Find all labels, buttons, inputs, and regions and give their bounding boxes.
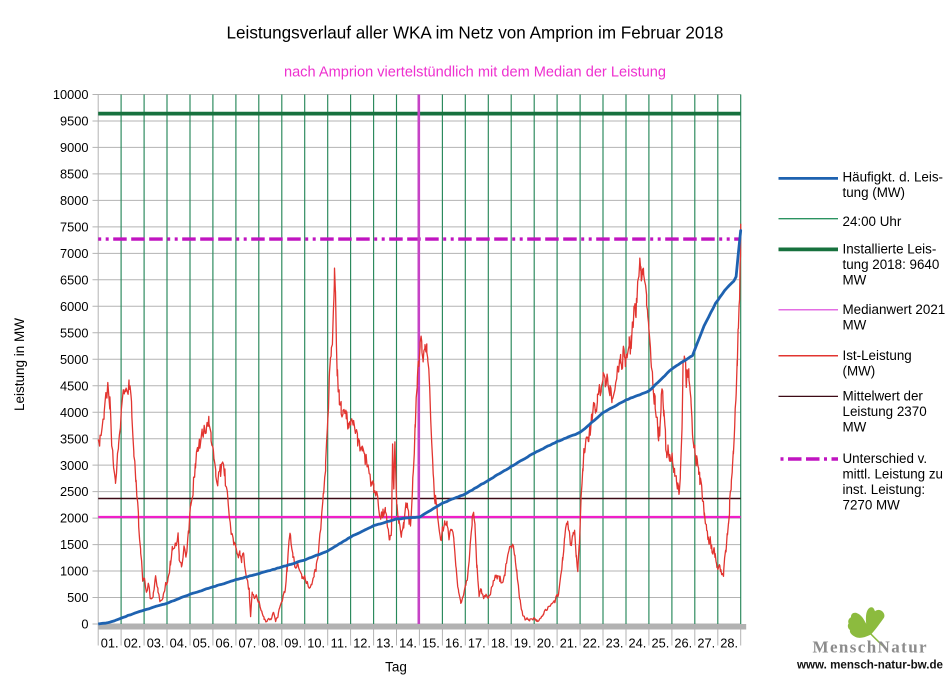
svg-text:9500: 9500 bbox=[60, 114, 88, 129]
svg-text:10000: 10000 bbox=[53, 87, 89, 102]
svg-text:7000: 7000 bbox=[60, 246, 88, 261]
svg-text:4000: 4000 bbox=[60, 405, 88, 420]
svg-text:03.: 03. bbox=[147, 636, 165, 651]
svg-text:15.: 15. bbox=[422, 636, 440, 651]
svg-text:18.: 18. bbox=[491, 636, 509, 651]
svg-text:06.: 06. bbox=[216, 636, 234, 651]
svg-text:16.: 16. bbox=[445, 636, 463, 651]
svg-text:7270 MW: 7270 MW bbox=[843, 497, 901, 512]
svg-text:4500: 4500 bbox=[60, 378, 88, 393]
svg-text:Tag: Tag bbox=[385, 660, 407, 675]
svg-text:08.: 08. bbox=[261, 636, 279, 651]
svg-text:5500: 5500 bbox=[60, 325, 88, 340]
svg-text:3500: 3500 bbox=[60, 431, 88, 446]
svg-text:10.: 10. bbox=[307, 636, 325, 651]
svg-text:27.: 27. bbox=[697, 636, 715, 651]
svg-text:8500: 8500 bbox=[60, 167, 88, 182]
svg-text:7500: 7500 bbox=[60, 220, 88, 235]
svg-text:12.: 12. bbox=[353, 636, 371, 651]
svg-text:28.: 28. bbox=[720, 636, 738, 651]
svg-text:mittl. Leistung zu: mittl. Leistung zu bbox=[843, 466, 943, 481]
svg-text:Leistung 2370: Leistung 2370 bbox=[843, 404, 927, 419]
svg-text:22.: 22. bbox=[583, 636, 601, 651]
svg-text:25.: 25. bbox=[652, 636, 670, 651]
svg-text:MenschNatur: MenschNatur bbox=[813, 638, 929, 657]
svg-text:0: 0 bbox=[81, 617, 88, 632]
svg-text:6000: 6000 bbox=[60, 299, 88, 314]
svg-text:04.: 04. bbox=[170, 636, 188, 651]
svg-text:500: 500 bbox=[67, 590, 88, 605]
svg-text:1000: 1000 bbox=[60, 564, 88, 579]
svg-text:Installierte Leis-: Installierte Leis- bbox=[843, 242, 937, 257]
svg-text:17.: 17. bbox=[468, 636, 486, 651]
svg-text:Ist-Leistung: Ist-Leistung bbox=[843, 348, 912, 363]
svg-text:tung (MW): tung (MW) bbox=[843, 185, 906, 200]
svg-text:2000: 2000 bbox=[60, 511, 88, 526]
svg-text:6500: 6500 bbox=[60, 272, 88, 287]
svg-text:26.: 26. bbox=[674, 636, 692, 651]
svg-text:Medianwert 2021: Medianwert 2021 bbox=[843, 302, 945, 317]
svg-text:5000: 5000 bbox=[60, 352, 88, 367]
svg-text:3000: 3000 bbox=[60, 458, 88, 473]
svg-text:19.: 19. bbox=[514, 636, 532, 651]
svg-text:Mittelwert der: Mittelwert der bbox=[843, 388, 924, 403]
svg-text:Leistung in MW: Leistung in MW bbox=[12, 318, 27, 411]
svg-text:24.: 24. bbox=[629, 636, 647, 651]
svg-text:02.: 02. bbox=[124, 636, 142, 651]
svg-text:1500: 1500 bbox=[60, 537, 88, 552]
svg-text:07.: 07. bbox=[239, 636, 257, 651]
svg-text:21.: 21. bbox=[560, 636, 578, 651]
svg-text:Häufigkt. d. Leis-: Häufigkt. d. Leis- bbox=[843, 170, 943, 185]
svg-text:11.: 11. bbox=[331, 636, 348, 651]
svg-text:24:00 Uhr: 24:00 Uhr bbox=[843, 214, 902, 229]
svg-text:nach Amprion viertelstündlich: nach Amprion viertelstündlich mit dem Me… bbox=[284, 65, 666, 81]
svg-text:www. mensch-natur-bw.de: www. mensch-natur-bw.de bbox=[796, 659, 944, 672]
svg-text:01.: 01. bbox=[101, 636, 119, 651]
svg-text:8000: 8000 bbox=[60, 193, 88, 208]
svg-text:20.: 20. bbox=[537, 636, 555, 651]
svg-text:09.: 09. bbox=[284, 636, 302, 651]
svg-text:Unterschied v.: Unterschied v. bbox=[843, 451, 928, 466]
svg-text:Leistungsverlauf aller WKA im: Leistungsverlauf aller WKA im Netz von A… bbox=[227, 24, 724, 43]
svg-text:05.: 05. bbox=[193, 636, 211, 651]
svg-text:2500: 2500 bbox=[60, 484, 88, 499]
svg-text:inst. Leistung:: inst. Leistung: bbox=[843, 482, 926, 497]
svg-text:13.: 13. bbox=[376, 636, 394, 651]
svg-text:(MW): (MW) bbox=[843, 363, 876, 378]
svg-text:9000: 9000 bbox=[60, 140, 88, 155]
svg-text:14.: 14. bbox=[399, 636, 417, 651]
svg-text:MW: MW bbox=[843, 419, 867, 434]
svg-text:MW: MW bbox=[843, 273, 867, 288]
svg-text:23.: 23. bbox=[606, 636, 624, 651]
svg-text:MW: MW bbox=[843, 317, 867, 332]
svg-text:tung 2018: 9640: tung 2018: 9640 bbox=[843, 257, 940, 272]
